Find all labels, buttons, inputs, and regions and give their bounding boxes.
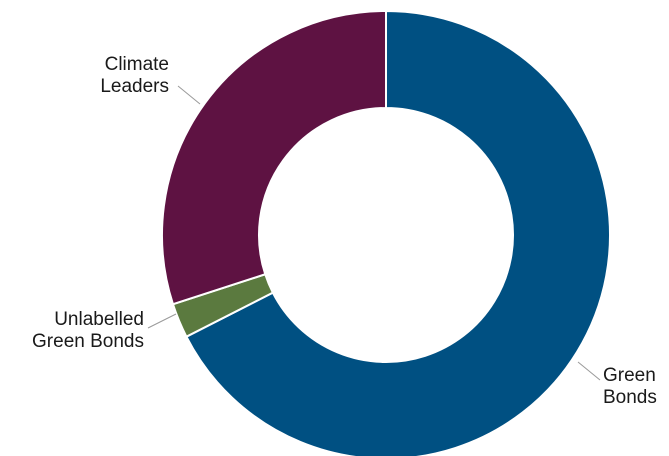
slice-label: Climate Leaders xyxy=(100,54,169,97)
slice-climate-leaders xyxy=(161,9,387,306)
chart-slices xyxy=(161,9,611,456)
slice-green-bonds xyxy=(185,9,611,456)
leader-line xyxy=(147,313,177,329)
leader-line xyxy=(577,361,601,381)
label-leader-lines xyxy=(147,85,601,381)
leader-line xyxy=(177,85,201,105)
slice-labels: Green Bonds Unlabelled Green Bonds Climate Le… xyxy=(32,54,657,408)
slice-label: Unlabelled Green Bonds xyxy=(32,309,144,352)
slice-label: Green Bonds xyxy=(603,365,657,408)
